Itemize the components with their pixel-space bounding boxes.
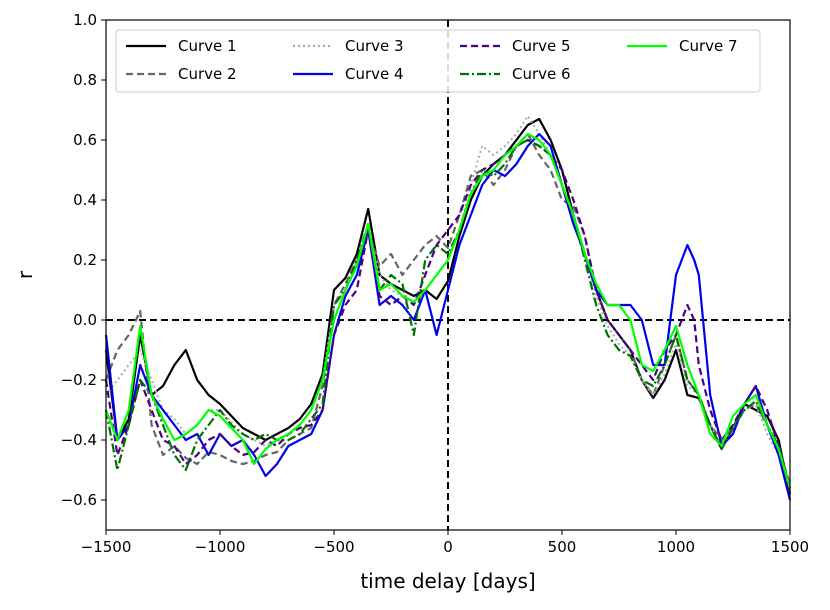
series-line-2: [104, 132, 792, 486]
y-tick-label: −0.2: [61, 371, 97, 389]
y-tick-label: −0.4: [61, 431, 97, 449]
legend-label: Curve 5: [512, 37, 571, 55]
legend-box: [115, 29, 761, 93]
legend-label: Curve 7: [679, 37, 738, 55]
y-tick-label: −0.6: [61, 491, 97, 509]
x-tick-label: −500: [313, 538, 354, 556]
legend-label: Curve 2: [178, 65, 237, 83]
series-line-7: [104, 132, 792, 489]
reference-lines: [106, 20, 790, 530]
y-axis-title: r: [13, 270, 37, 279]
x-tick-label: 500: [548, 538, 577, 556]
y-tick-label: 0.2: [73, 251, 97, 269]
x-tick-label: 0: [443, 538, 453, 556]
x-tick-label: 1000: [657, 538, 695, 556]
legend-label: Curve 3: [345, 37, 404, 55]
series-line-6: [104, 138, 792, 489]
y-tick-label: 0.8: [73, 71, 97, 89]
legend-label: Curve 4: [345, 65, 404, 83]
legend-label: Curve 6: [512, 65, 571, 83]
x-axis: −1500 −1000 −500 0 500 1000 1500: [81, 530, 809, 556]
y-tick-label: 0.0: [73, 311, 97, 329]
x-tick-label: 1500: [771, 538, 809, 556]
x-axis-title: time delay [days]: [360, 569, 535, 593]
legend-label: Curve 1: [178, 37, 237, 55]
legend: Curve 1 Curve 2 Curve 3 Curve 4 Curve 5 Curve…: [115, 29, 761, 93]
series-line-1: [104, 117, 792, 495]
series-layer: [104, 115, 792, 501]
y-tick-label: 0.6: [73, 131, 97, 149]
y-tick-label: 0.4: [73, 191, 97, 209]
x-tick-label: −1000: [195, 538, 246, 556]
series-line-5: [104, 138, 792, 495]
x-tick-label: −1500: [81, 538, 132, 556]
y-axis: −0.6 −0.4 −0.2 0.0 0.2 0.4 0.6 0.8 1.0: [61, 11, 106, 509]
y-tick-label: 1.0: [73, 11, 97, 29]
